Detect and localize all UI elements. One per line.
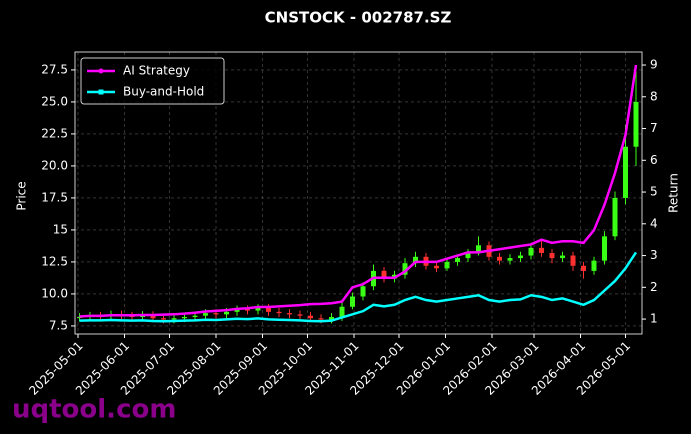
candle-body: [192, 315, 198, 317]
y-tick-label: 22.5: [41, 126, 68, 140]
candle-body: [381, 270, 387, 279]
candle-body: [339, 306, 345, 317]
candle-body: [297, 314, 303, 316]
legend-label: Buy-and-Hold: [123, 85, 204, 99]
y2-tick-label: 7: [650, 121, 658, 135]
y-tick-label: 25.0: [41, 94, 68, 108]
candle-body: [308, 315, 313, 319]
candle-body: [413, 256, 418, 264]
plot-area: [75, 52, 642, 334]
y2-tick-label: 8: [650, 89, 658, 103]
y2-tick-label: 4: [650, 216, 658, 230]
candle-body: [591, 260, 597, 271]
y-tick-label: 7.5: [49, 318, 68, 332]
candle-body: [329, 316, 334, 320]
legend-box: [80, 57, 225, 105]
y-tick-label: 27.5: [41, 62, 68, 76]
candle-body: [444, 261, 450, 269]
candle-body: [255, 308, 261, 311]
candle-body: [633, 101, 639, 147]
y-tick-label: 17.5: [41, 190, 68, 204]
candle-body: [161, 318, 166, 320]
line-series: [79, 64, 638, 318]
legend-marker: [98, 68, 104, 74]
candle-body: [581, 265, 586, 271]
watermark: uqtool.com: [12, 395, 176, 425]
candle-body: [560, 255, 565, 259]
y2-axis-label: Return: [667, 173, 681, 213]
candle-body: [539, 247, 544, 253]
y-axis-label: Price: [15, 181, 29, 210]
y2-tick-label: 2: [650, 280, 658, 294]
y-tick-label: 20.0: [41, 158, 68, 172]
y-tick-label: 12.5: [41, 254, 68, 268]
candle-body: [213, 313, 219, 315]
candle-body: [266, 308, 271, 312]
candle-body: [77, 316, 82, 318]
candle-body: [497, 256, 502, 261]
y-tick-label: 10.0: [41, 286, 68, 300]
y2-tick-label: 5: [650, 185, 658, 199]
y-tick-label: 15: [53, 222, 68, 236]
y2-tick-label: 1: [650, 312, 658, 326]
candle-body: [602, 236, 607, 261]
candle-body: [350, 296, 355, 307]
candle-body: [518, 255, 523, 259]
chart-title: CNSTOCK - 002787.SZ: [265, 9, 452, 27]
y2-tick-label: 9: [650, 58, 658, 72]
candle-body: [224, 311, 229, 315]
candle-body: [528, 247, 534, 256]
y2-tick-label: 6: [650, 153, 658, 167]
candle-body: [171, 318, 177, 320]
candle-body: [455, 258, 460, 262]
candle-body: [465, 252, 471, 259]
candle-body: [203, 313, 208, 316]
legend-marker: [98, 89, 104, 95]
candle-body: [570, 255, 576, 266]
candle-body: [402, 263, 408, 275]
line-series: [79, 251, 638, 323]
candle-body: [507, 258, 513, 261]
candle-body: [287, 313, 292, 315]
candle-body: [549, 252, 555, 259]
candle-body: [245, 309, 250, 311]
y2-tick-label: 3: [650, 248, 658, 262]
legend-label: AI Strategy: [123, 64, 190, 78]
candle-body: [360, 286, 366, 297]
plot-frame: [74, 51, 643, 335]
candle-body: [150, 315, 156, 319]
candle-body: [623, 146, 628, 198]
candle-body: [234, 309, 240, 312]
candle-body: [182, 316, 187, 319]
candle-body: [476, 245, 481, 253]
candle-body: [276, 311, 282, 314]
candle-body: [318, 318, 324, 320]
candle-body: [612, 197, 618, 237]
candle-body: [434, 265, 439, 269]
